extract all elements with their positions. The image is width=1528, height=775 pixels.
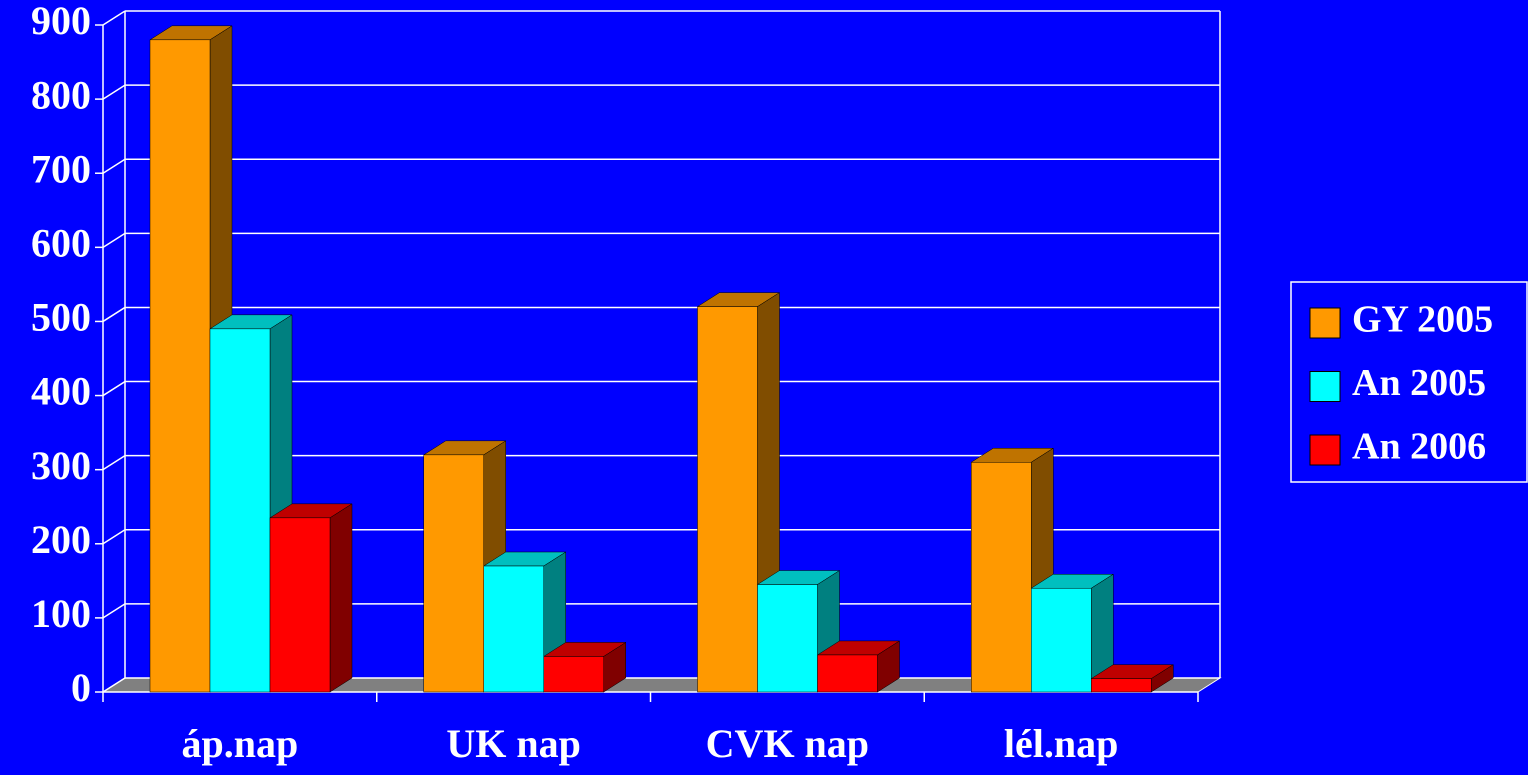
y-tick-label: 0	[71, 665, 91, 710]
bar	[697, 306, 758, 693]
bar-side	[329, 503, 353, 693]
y-tick-label: 500	[31, 295, 91, 340]
bar	[1031, 587, 1092, 693]
y-tick-label: 700	[31, 146, 91, 191]
grid-line	[102, 529, 126, 545]
bar	[543, 656, 604, 693]
legend-swatch	[1309, 371, 1341, 402]
y-tick-label: 200	[31, 517, 91, 562]
grid-line	[102, 232, 126, 248]
bar	[817, 654, 878, 693]
grid-line	[102, 84, 126, 100]
y-tick-label: 900	[31, 0, 91, 43]
y-tick-label: 300	[31, 443, 91, 488]
y-tick-label: 800	[31, 72, 91, 117]
legend-swatch	[1309, 434, 1341, 466]
grid-line	[102, 455, 126, 471]
bar	[209, 328, 271, 693]
grid-line	[102, 158, 126, 174]
x-tick-label: lél.nap	[1004, 721, 1118, 766]
legend-box	[1290, 281, 1528, 483]
x-tick-label: áp.nap	[182, 721, 299, 766]
x-tick-label: CVK nap	[706, 721, 869, 766]
legend-label: GY 2005	[1352, 299, 1493, 341]
bar	[757, 584, 818, 693]
legend-label: An 2005	[1352, 362, 1486, 404]
legend-label: An 2006	[1352, 426, 1486, 468]
legend-swatch	[1309, 307, 1341, 339]
bar	[149, 39, 211, 693]
grid-line	[102, 677, 126, 693]
bar	[269, 517, 331, 693]
y-tick-label: 400	[31, 369, 91, 414]
x-tick-label: UK nap	[446, 721, 581, 766]
grid-line	[102, 10, 126, 26]
grid-line	[102, 380, 126, 397]
bar	[483, 565, 544, 693]
grid-line	[102, 306, 126, 323]
bar	[971, 462, 1032, 693]
bar	[1091, 678, 1152, 693]
y-tick-label: 600	[31, 221, 91, 266]
y-tick-label: 100	[31, 591, 91, 636]
grid-line	[102, 603, 126, 619]
bar	[423, 454, 484, 693]
